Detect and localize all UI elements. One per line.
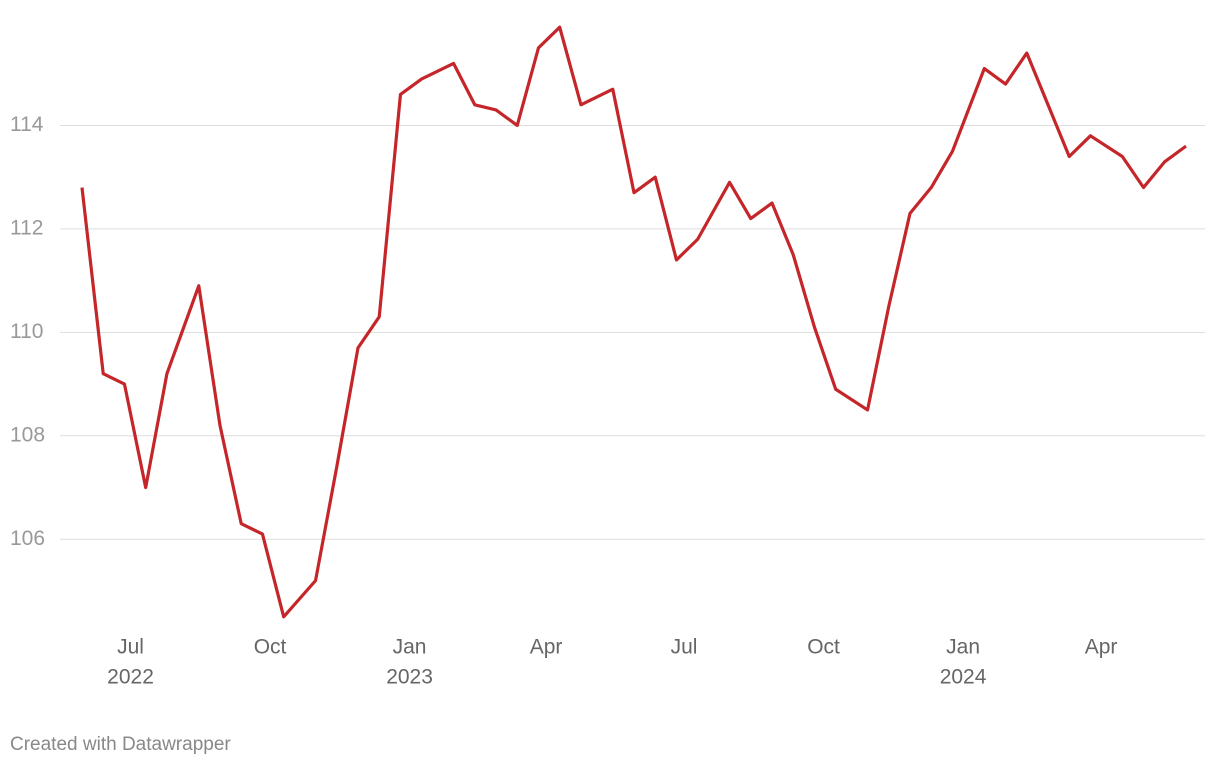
x-tick-label: Apr bbox=[1085, 636, 1118, 659]
x-tick-label: Jan bbox=[946, 636, 980, 659]
x-tick-label: Oct bbox=[254, 636, 287, 659]
x-tick-label: Oct bbox=[807, 636, 840, 659]
line bbox=[80, 25, 1187, 619]
y-tick-label: 110 bbox=[10, 320, 43, 343]
x-tick-year: 2022 bbox=[107, 666, 154, 689]
x-tick-label: Jul bbox=[117, 636, 144, 659]
x-tick-label: Jul bbox=[671, 636, 698, 659]
x-tick-label: Apr bbox=[530, 636, 563, 659]
x-tick-year: 2024 bbox=[940, 666, 987, 689]
y-tick-label: 114 bbox=[10, 113, 44, 136]
footer: Created with Datawrapper bbox=[10, 734, 231, 755]
y-tick-label: 108 bbox=[10, 423, 45, 446]
y-tick-label: 112 bbox=[10, 216, 43, 239]
x-tick-label: Jan bbox=[393, 636, 427, 659]
x-tick-year: 2023 bbox=[386, 666, 433, 689]
y-tick-label: 106 bbox=[10, 527, 45, 550]
